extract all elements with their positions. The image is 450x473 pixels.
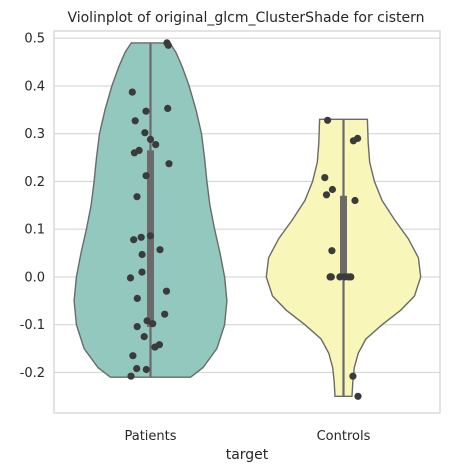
y-tick-label: 0.5: [24, 32, 45, 47]
data-point-controls: [354, 392, 362, 400]
data-point-patients: [127, 372, 135, 380]
data-point-controls: [326, 273, 334, 281]
data-point-controls: [322, 191, 331, 199]
plot-frame: [53, 30, 441, 414]
data-point-patients: [131, 117, 139, 125]
data-point-patients: [128, 88, 136, 96]
data-point-patients: [164, 41, 172, 49]
data-point-patients: [130, 236, 138, 244]
data-point-controls: [344, 273, 352, 281]
data-point-patients: [142, 107, 150, 115]
data-point-patients: [151, 343, 159, 351]
y-tick-label: 0.3: [24, 127, 45, 142]
x-tick-label: Patients: [124, 429, 176, 444]
x-tick-labels: Patients Controls: [124, 429, 370, 444]
x-tick-label: Controls: [317, 429, 371, 444]
data-point-controls: [328, 185, 336, 194]
data-point-patients: [133, 294, 141, 302]
y-tick-label: 0.1: [24, 223, 45, 238]
data-point-controls: [328, 247, 336, 255]
data-point-controls: [336, 273, 344, 281]
chart-title: Violinplot of original_glcm_ClusterShade…: [67, 10, 424, 26]
y-tick-label: 0.4: [24, 79, 45, 94]
data-point-patients: [149, 320, 157, 328]
data-point-patients: [161, 310, 169, 318]
data-point-patients: [162, 287, 171, 295]
data-point-patients: [146, 135, 155, 143]
data-point-patients: [130, 149, 138, 157]
violins: [73, 42, 422, 397]
data-point-patients: [156, 246, 164, 254]
data-point-patients: [126, 274, 135, 282]
data-point-patients: [133, 323, 141, 331]
data-point-patients: [133, 193, 141, 201]
data-point-patients: [133, 365, 141, 373]
y-tick-label: 0.2: [24, 175, 45, 190]
data-point-patients: [138, 250, 146, 259]
data-points: [126, 39, 362, 400]
y-tick-label: -0.2: [20, 366, 45, 381]
data-point-patients: [142, 172, 150, 180]
data-point-patients: [129, 352, 137, 360]
data-point-controls: [324, 116, 332, 124]
y-tick-label: 0.0: [24, 270, 45, 285]
data-point-controls: [351, 196, 359, 205]
data-point-patients: [165, 160, 173, 168]
data-point-patients: [146, 232, 154, 240]
data-point-patients: [143, 317, 151, 325]
data-point-patients: [164, 104, 172, 112]
y-tick-labels: -0.2 -0.1 0.0 0.1 0.2 0.3 0.4 0.5: [20, 32, 45, 381]
data-point-patients: [137, 233, 145, 241]
x-axis-label: target: [226, 447, 269, 463]
data-point-patients: [141, 129, 149, 137]
data-point-patients: [142, 365, 150, 374]
data-point-patients: [152, 141, 160, 149]
data-point-controls: [349, 137, 357, 145]
y-tick-label: -0.1: [20, 318, 45, 333]
data-point-controls: [349, 372, 357, 380]
data-point-controls: [321, 174, 329, 182]
data-point-patients: [140, 333, 148, 341]
data-point-patients: [138, 268, 146, 276]
